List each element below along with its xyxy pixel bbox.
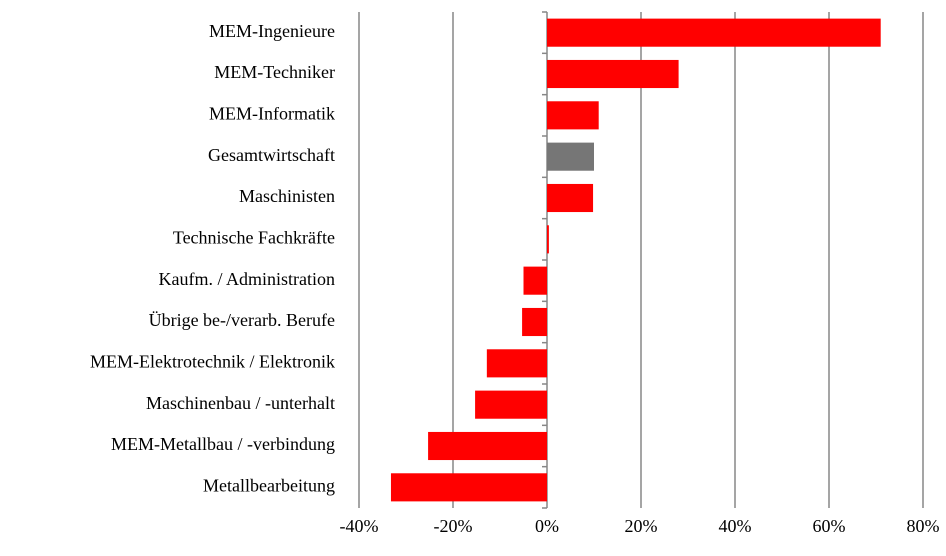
x-tick-label: 80% <box>907 516 940 536</box>
y-tick-label: Kaufm. / Administration <box>159 269 335 289</box>
y-tick-label: MEM-Elektrotechnik / Elektronik <box>90 351 335 371</box>
bar <box>547 101 599 130</box>
y-tick-label: Maschinisten <box>239 186 335 206</box>
x-tick-label: -40% <box>340 516 379 536</box>
y-tick-label: Übrige be-/verarb. Berufe <box>149 310 335 330</box>
y-tick-label: Technische Fachkräfte <box>173 227 335 247</box>
x-tick-label: 40% <box>719 516 752 536</box>
bar <box>547 18 881 47</box>
y-tick-label: MEM-Metallbau / -verbindung <box>111 434 335 454</box>
y-tick-label: MEM-Informatik <box>209 103 335 123</box>
y-tick-label: MEM-Techniker <box>214 62 335 82</box>
bar <box>547 142 594 171</box>
x-tick-label: 0% <box>535 516 559 536</box>
bar <box>522 307 547 337</box>
bar <box>547 183 594 213</box>
y-tick-label: Maschinenbau / -unterhalt <box>146 393 335 413</box>
bar <box>390 473 547 502</box>
y-tick-label: MEM-Ingenieure <box>209 21 335 41</box>
bar <box>428 431 547 461</box>
bar <box>547 59 679 89</box>
bar <box>486 349 547 378</box>
bar <box>475 390 547 419</box>
bar <box>523 266 547 295</box>
y-tick-label: Gesamtwirtschaft <box>208 145 335 165</box>
x-tick-label: 60% <box>813 516 846 536</box>
bar <box>547 225 549 254</box>
y-tick-label: Metallbearbeitung <box>203 475 335 495</box>
x-tick-label: 20% <box>625 516 658 536</box>
x-tick-label: -20% <box>434 516 473 536</box>
